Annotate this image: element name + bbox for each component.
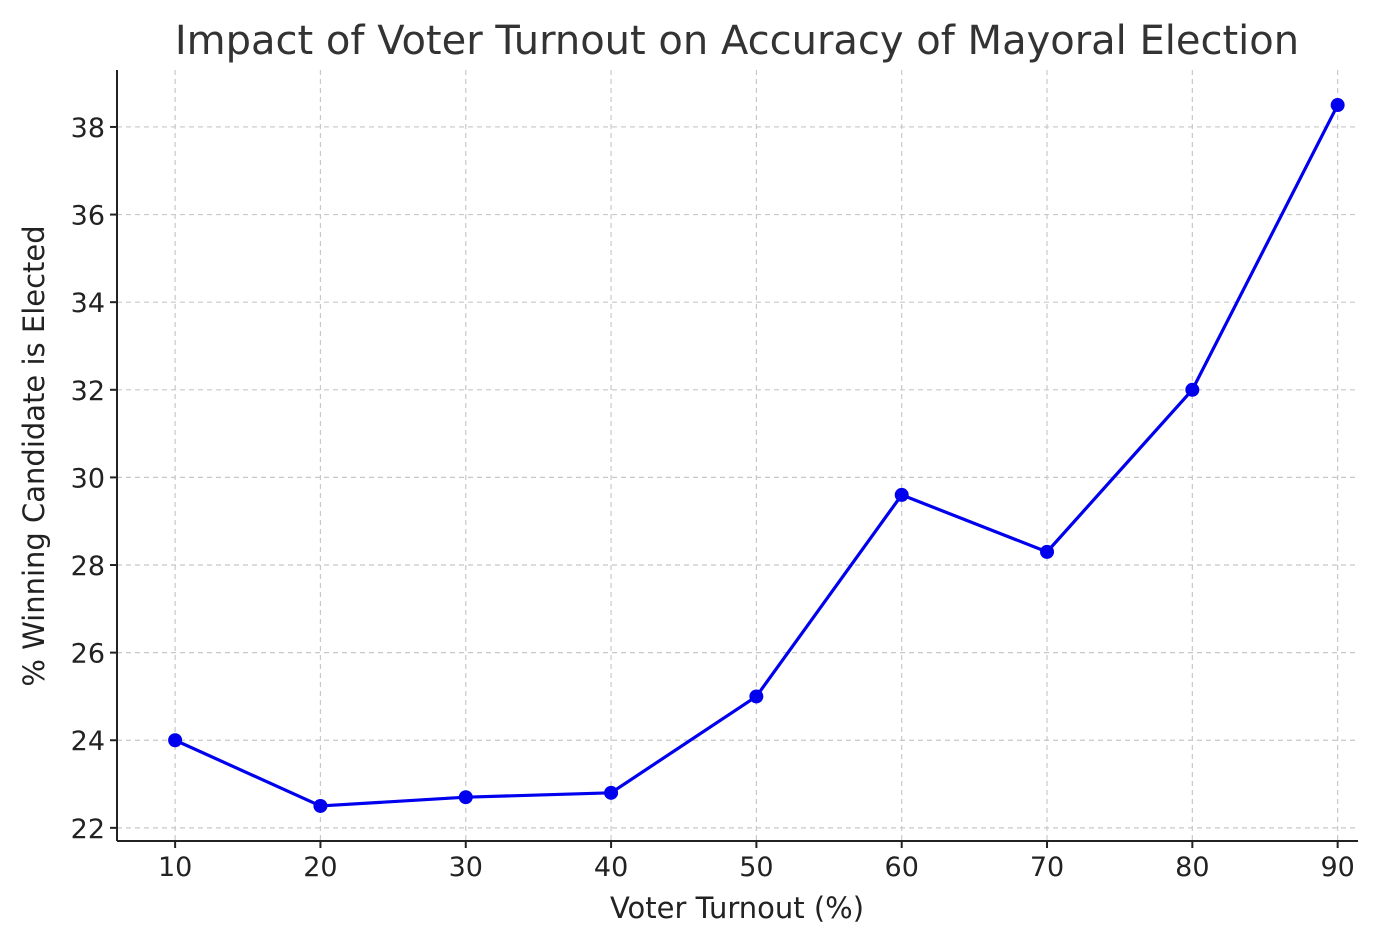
- y-tick-label: 26: [71, 639, 105, 670]
- x-tick-label: 50: [739, 852, 773, 883]
- y-axis-ticks: 22 24 26 28 30 32 34 36 38: [71, 113, 117, 845]
- y-axis-label: % Winning Candidate is Elected: [17, 225, 51, 686]
- y-tick-label: 30: [71, 463, 105, 494]
- grid: [117, 70, 1358, 841]
- data-point: [604, 785, 619, 800]
- x-axis-ticks: 10 20 30 40 50 60 70 80 90: [158, 841, 1355, 883]
- x-tick-label: 20: [303, 852, 337, 883]
- x-tick-label: 40: [594, 852, 628, 883]
- x-tick-label: 70: [1030, 852, 1064, 883]
- chart-title: Impact of Voter Turnout on Accuracy of M…: [175, 18, 1299, 64]
- data-point: [894, 487, 909, 502]
- data-point: [749, 689, 764, 704]
- data-point: [313, 798, 328, 813]
- y-tick-label: 34: [71, 288, 105, 319]
- data-series: [168, 98, 1345, 813]
- data-point: [1040, 544, 1055, 559]
- x-tick-label: 60: [885, 852, 919, 883]
- data-point: [458, 790, 473, 805]
- x-tick-label: 30: [449, 852, 483, 883]
- y-tick-label: 38: [71, 113, 105, 144]
- y-tick-label: 24: [71, 726, 105, 757]
- data-point: [168, 733, 183, 748]
- y-tick-label: 36: [71, 201, 105, 232]
- x-tick-label: 80: [1175, 852, 1209, 883]
- axes: [116, 70, 1358, 842]
- data-point: [1185, 382, 1200, 397]
- data-point: [1330, 98, 1345, 113]
- y-tick-label: 32: [71, 376, 105, 407]
- x-axis-label: Voter Turnout (%): [610, 891, 864, 925]
- y-tick-label: 22: [71, 814, 105, 845]
- x-tick-label: 10: [158, 852, 192, 883]
- x-tick-label: 90: [1320, 852, 1354, 883]
- y-tick-label: 28: [71, 551, 105, 582]
